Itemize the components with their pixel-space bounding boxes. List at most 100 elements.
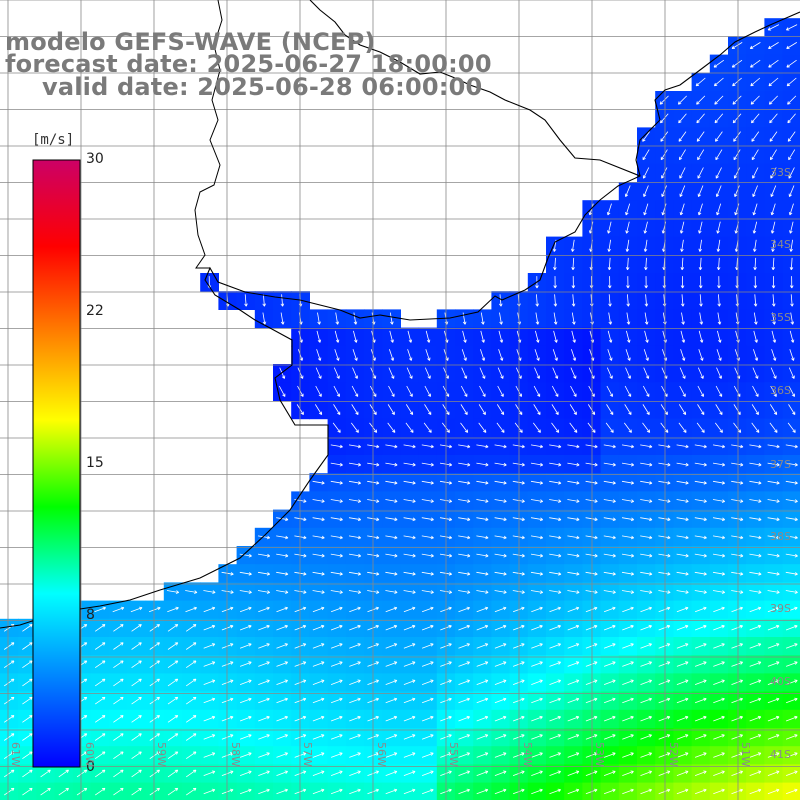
wind-arrow (789, 239, 793, 252)
wind-arrow (421, 679, 434, 685)
wind-arrow (549, 734, 562, 740)
wind-arrow (731, 734, 744, 740)
speed-cell (127, 691, 147, 711)
wind-arrow (640, 770, 653, 776)
wind-arrow (698, 221, 703, 234)
wind-arrow (785, 462, 798, 467)
speed-cell (163, 673, 183, 693)
wind-arrow (603, 499, 616, 503)
wind-arrow (676, 606, 689, 613)
wind-arrow (713, 77, 724, 87)
wind-arrow (167, 769, 179, 778)
wind-arrow (332, 422, 341, 433)
speed-cell (145, 673, 165, 693)
wind-arrow (752, 203, 758, 216)
wind-arrow (694, 770, 707, 776)
speed-cell (145, 691, 165, 711)
wind-arrow (330, 517, 343, 522)
wind-arrow (239, 752, 252, 758)
wind-arrow (312, 480, 325, 485)
wind-arrow (203, 697, 216, 704)
wind-arrow (315, 385, 322, 397)
speed-cell (746, 145, 765, 165)
wind-arrow (494, 499, 507, 503)
wind-arrow (421, 697, 434, 704)
wind-arrow (423, 422, 432, 433)
wind-arrow (717, 276, 721, 289)
wind-arrow (694, 535, 707, 540)
wind-arrow (603, 770, 616, 776)
wind-arrow (731, 517, 744, 522)
wind-arrow (679, 149, 686, 161)
wind-arrow (258, 643, 270, 649)
wind-arrow (567, 697, 580, 704)
wind-arrow (731, 59, 743, 68)
wind-arrow (258, 661, 270, 667)
wind-arrow (3, 751, 15, 760)
lon-label-53w: 53W (593, 742, 606, 767)
wind-arrow (258, 734, 270, 740)
wind-arrow (698, 257, 703, 271)
wind-arrow (312, 679, 325, 685)
wind-arrow (494, 444, 507, 449)
wind-arrow (22, 678, 33, 687)
wind-arrow (403, 697, 416, 704)
wind-arrow (643, 239, 648, 252)
wind-arrow (788, 404, 796, 415)
wind-arrow (658, 624, 671, 631)
wind-arrow (549, 590, 562, 594)
wind-arrow (551, 404, 559, 415)
wind-arrow (348, 444, 362, 449)
wind-arrow (751, 404, 759, 415)
wind-arrow (530, 571, 544, 576)
wind-arrow (622, 752, 634, 758)
wind-arrow (694, 590, 707, 594)
wind-arrow (731, 715, 744, 722)
wind-arrow (312, 697, 325, 704)
wind-arrow (622, 643, 634, 649)
wind-arrow (623, 422, 632, 433)
wind-arrow (567, 788, 580, 795)
wind-arrow (679, 167, 686, 179)
wind-arrow (530, 590, 544, 594)
wind-arrow (715, 149, 723, 161)
wind-arrow (167, 624, 179, 632)
wind-arrow (752, 385, 759, 397)
wind-arrow (403, 643, 416, 649)
lat-label-41s: 41S (770, 748, 791, 761)
wind-arrow (676, 462, 689, 467)
wind-arrow (676, 444, 689, 449)
wind-arrow (606, 367, 613, 379)
wind-arrow (569, 404, 577, 415)
wind-arrow (585, 590, 598, 594)
wind-arrow (476, 624, 489, 631)
wind-arrow (535, 330, 540, 343)
wind-arrow (258, 697, 270, 704)
wind-arrow (658, 752, 671, 758)
speed-cell (127, 618, 147, 638)
wind-arrow (312, 499, 325, 503)
wind-arrow (530, 553, 544, 558)
wind-arrow (185, 624, 197, 632)
wind-arrow (732, 113, 742, 124)
wind-arrow (221, 643, 234, 649)
wind-arrow (587, 422, 596, 433)
wind-arrow (499, 312, 503, 325)
wind-arrow (131, 769, 142, 778)
wind-arrow (680, 276, 685, 289)
wind-arrow (335, 312, 340, 325)
wind-arrow (713, 788, 725, 795)
wind-arrow (679, 185, 686, 198)
speed-cell (673, 145, 693, 165)
wind-arrow (531, 643, 543, 649)
wind-arrow (549, 661, 562, 667)
speed-cell (782, 327, 800, 347)
forecast-date: forecast date: 2025-06-27 18:00:00 (5, 50, 492, 78)
wind-arrow (349, 661, 361, 667)
wind-arrow (640, 444, 653, 449)
wind-arrow (716, 239, 721, 252)
wind-arrow (167, 660, 179, 669)
wind-arrow (676, 624, 689, 631)
wind-arrow (731, 752, 744, 758)
